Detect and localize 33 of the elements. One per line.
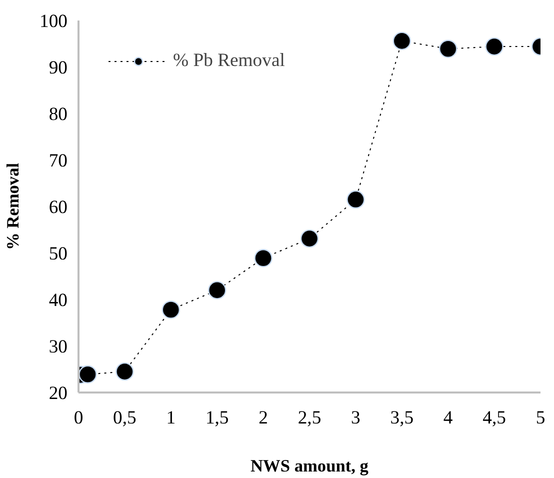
y-tick-label: 60 <box>48 197 68 218</box>
y-tick-label: 80 <box>48 104 68 125</box>
y-tick-label: 50 <box>48 244 68 264</box>
point <box>300 230 319 248</box>
x-axis-title: NWS amount, g <box>250 456 369 476</box>
x-tick-label: 4 <box>443 408 454 428</box>
point <box>254 249 272 268</box>
point <box>208 281 226 300</box>
y-axis-title: % Removal <box>4 162 23 250</box>
point <box>162 300 180 319</box>
legend-label: % Pb Removal <box>173 50 285 72</box>
point <box>78 365 97 384</box>
x-tick-label: 3 <box>351 408 360 428</box>
x-tick-label: 1,5 <box>205 408 229 428</box>
y-tick-label: 40 <box>48 290 68 311</box>
x-tick-label: 3,5 <box>390 408 414 428</box>
point <box>116 362 134 381</box>
x-tick-label: 0 <box>74 408 84 428</box>
point <box>392 32 411 50</box>
x-tick-label: 2 <box>258 408 268 428</box>
y-tick-label: 20 <box>48 383 68 404</box>
point <box>346 190 365 209</box>
y-tick-label: 100 <box>40 11 68 32</box>
y-tick-label: 90 <box>48 58 68 78</box>
x-tick-label: 2,5 <box>298 408 322 428</box>
x-tick-label: 4,5 <box>482 408 506 428</box>
point <box>439 40 458 58</box>
point <box>485 37 504 56</box>
y-tick-label: 30 <box>48 336 68 358</box>
x-tick-label: 1 <box>166 408 176 428</box>
x-tick-label: 5 <box>536 408 546 428</box>
x-tick-label: 0,5 <box>113 408 136 428</box>
y-tick-label: 70 <box>48 150 68 172</box>
